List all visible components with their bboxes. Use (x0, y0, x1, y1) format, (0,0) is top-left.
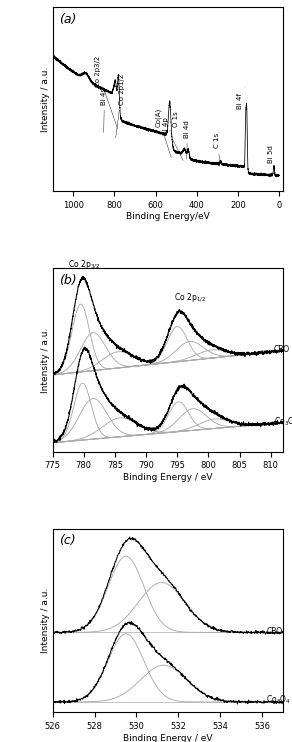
Y-axis label: Intensity / a.u.: Intensity / a.u. (41, 67, 50, 132)
Text: (a): (a) (60, 13, 77, 26)
Text: CBO: CBO (267, 626, 283, 636)
Text: C 1s: C 1s (214, 134, 220, 163)
Text: (b): (b) (60, 274, 77, 286)
Text: CBO: CBO (274, 345, 290, 355)
Text: Co 2p$_{1/2}$: Co 2p$_{1/2}$ (174, 292, 206, 304)
Text: (c): (c) (60, 534, 76, 548)
Text: O 1s: O 1s (170, 111, 178, 131)
Text: Co 2p$_{3/2}$: Co 2p$_{3/2}$ (68, 258, 100, 271)
Text: Bi 4d: Bi 4d (185, 120, 190, 159)
Text: Co$_3$O$_4$: Co$_3$O$_4$ (267, 694, 291, 706)
Y-axis label: Intensity / a.u.: Intensity / a.u. (41, 588, 50, 653)
Text: Bi 4f: Bi 4f (237, 88, 245, 108)
Text: Co$_3$O$_4$: Co$_3$O$_4$ (274, 416, 292, 428)
Y-axis label: Intensity / a.u.: Intensity / a.u. (41, 327, 50, 393)
Text: Co 2p1/2: Co 2p1/2 (116, 73, 125, 138)
X-axis label: Binding Energy/eV: Binding Energy/eV (126, 212, 210, 222)
Text: Bi 4s: Bi 4s (101, 88, 107, 132)
Text: Co(A): Co(A) (155, 108, 171, 158)
Text: Bi 5d: Bi 5d (268, 145, 274, 167)
Text: Bi 4p: Bi 4p (163, 117, 183, 160)
X-axis label: Binding Energy / eV: Binding Energy / eV (123, 473, 213, 482)
Text: Co 2p3/2: Co 2p3/2 (95, 56, 118, 128)
X-axis label: Binding Energy / eV: Binding Energy / eV (123, 734, 213, 742)
